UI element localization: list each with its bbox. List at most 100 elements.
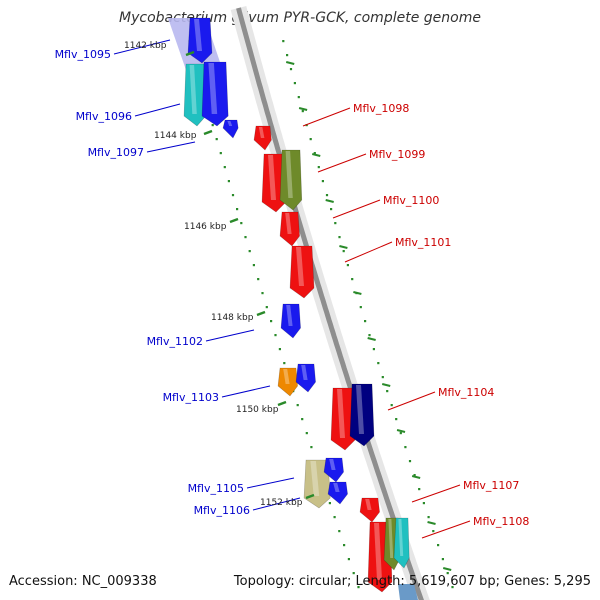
tick-dot-right (342, 250, 345, 253)
kbp-tick (277, 400, 287, 407)
gene-arrow-1099-a (261, 153, 287, 213)
kbp-labels: 1142 kbp 1144 kbp 1146 kbp 1148 kbp 1150 kbp… (124, 41, 315, 508)
tick-dot-right (372, 348, 375, 351)
backbone-shadow (230, 6, 430, 600)
tick-dash (381, 383, 391, 387)
tick-dot-right (386, 390, 389, 393)
tick-dot-left (265, 306, 268, 309)
gene-label: Mflv_1096 (76, 110, 132, 123)
tick-dot-left (328, 502, 331, 505)
kbp-tick (256, 310, 266, 317)
leader-line (387, 391, 436, 411)
gene-arrow-1103-a (277, 367, 298, 397)
backbone-line (236, 7, 424, 600)
tick-dot-left (310, 446, 313, 449)
gene-label: Mflv_1101 (395, 236, 451, 249)
leader-line (205, 329, 255, 342)
genome-summary-text: Topology: circular; Length: 5,619,607 bp… (233, 574, 591, 589)
tick-dot-right (446, 572, 449, 575)
tick-dash (353, 291, 362, 295)
tick-dot-right (325, 194, 329, 197)
tick-dot-right (351, 278, 354, 281)
gene-label: Mflv_1103 (163, 391, 219, 404)
gene-arrow-1103-b (295, 363, 316, 393)
gene-arrow-1104-a (330, 387, 356, 451)
tick-dot-left (296, 404, 299, 407)
tick-dot-right (399, 432, 402, 435)
tick-dot-right (317, 166, 320, 169)
tick-dot-right (390, 404, 393, 407)
tick-dash (298, 107, 308, 111)
kbp-tick (203, 129, 213, 136)
tick-dot-left (236, 208, 239, 211)
gene-arrow-1100 (279, 211, 300, 247)
tick-dot-left (352, 572, 355, 575)
tick-dash (367, 337, 376, 341)
gene-label: Mflv_1107 (463, 479, 519, 492)
tick-dot-left (231, 194, 235, 197)
leader-line (332, 199, 381, 219)
tick-dot-right (451, 586, 454, 589)
kbp-tick (229, 217, 239, 224)
tick-dot-right (334, 222, 337, 225)
tick-dot-right (282, 40, 285, 43)
tick-dot-left (257, 278, 260, 281)
gene-arrow-1098 (253, 125, 272, 151)
tick-dash (411, 475, 421, 479)
gene-arrow-1101 (289, 245, 315, 299)
gene-label: Mflv_1097 (88, 146, 144, 159)
kbp-label: 1148 kbp (211, 313, 254, 323)
gene-arrow-1099-b (279, 149, 303, 211)
gene-label: Mflv_1098 (353, 102, 409, 115)
accession-text: Accession: NC_009338 (9, 574, 157, 589)
kbp-label: 1150 kbp (236, 405, 279, 415)
tick-dot-right (338, 236, 341, 239)
tick-dot-right (313, 152, 316, 155)
tick-dot-right (408, 460, 412, 463)
tick-dot-right (413, 474, 416, 477)
tick-dash (285, 61, 295, 65)
gene-labels: Mflv_1095 Mflv_1096 Mflv_1097 Mflv_1098 Mflv… (55, 39, 529, 539)
gene-label: Mflv_1102 (147, 335, 203, 348)
kbp-label: 1146 kbp (184, 222, 227, 232)
gene-label: Mflv_1105 (188, 482, 244, 495)
tick-dot-left (274, 334, 277, 337)
gene-label: Mflv_1108 (473, 515, 529, 528)
tick-dot-right (437, 544, 440, 547)
tick-dot-right (286, 54, 289, 57)
tick-dot-left (333, 516, 336, 519)
tick-dot-right (330, 208, 333, 211)
gene-arrow-1096-a (183, 63, 207, 127)
gene-arrow-1104-b (349, 383, 375, 447)
gene-arrow-1097 (222, 119, 239, 139)
leader-line (302, 107, 351, 127)
tick-dot-left (338, 530, 341, 533)
kbp-tick (185, 50, 195, 57)
tick-dot-left (240, 222, 243, 225)
tick-dot-right (293, 82, 296, 85)
tick-dash (442, 567, 452, 571)
tick-dot-left (219, 152, 222, 155)
tick-dot-right (427, 516, 430, 519)
partial-feature (398, 584, 418, 600)
leader-line (221, 385, 271, 398)
gene-arrow-1095 (187, 17, 213, 64)
tick-dot-right (381, 376, 384, 379)
tick-dot-left (227, 180, 230, 183)
gene-label: Mflv_1099 (369, 148, 425, 161)
tick-dot-left (244, 236, 247, 239)
tick-dot-right (309, 138, 312, 141)
tick-dot-right (377, 362, 380, 365)
tick-dash (339, 245, 348, 249)
leader-line (246, 477, 295, 489)
tick-dot-right (301, 110, 304, 113)
tick-dot-right (289, 68, 293, 71)
tick-dot-right (297, 96, 300, 99)
tick-dot-right (368, 334, 371, 337)
tick-dot-left (248, 250, 251, 253)
gene-arrow-1107 (359, 497, 380, 523)
leader-line (411, 484, 461, 503)
tick-dot-right (321, 180, 324, 183)
leader-line (344, 241, 393, 263)
